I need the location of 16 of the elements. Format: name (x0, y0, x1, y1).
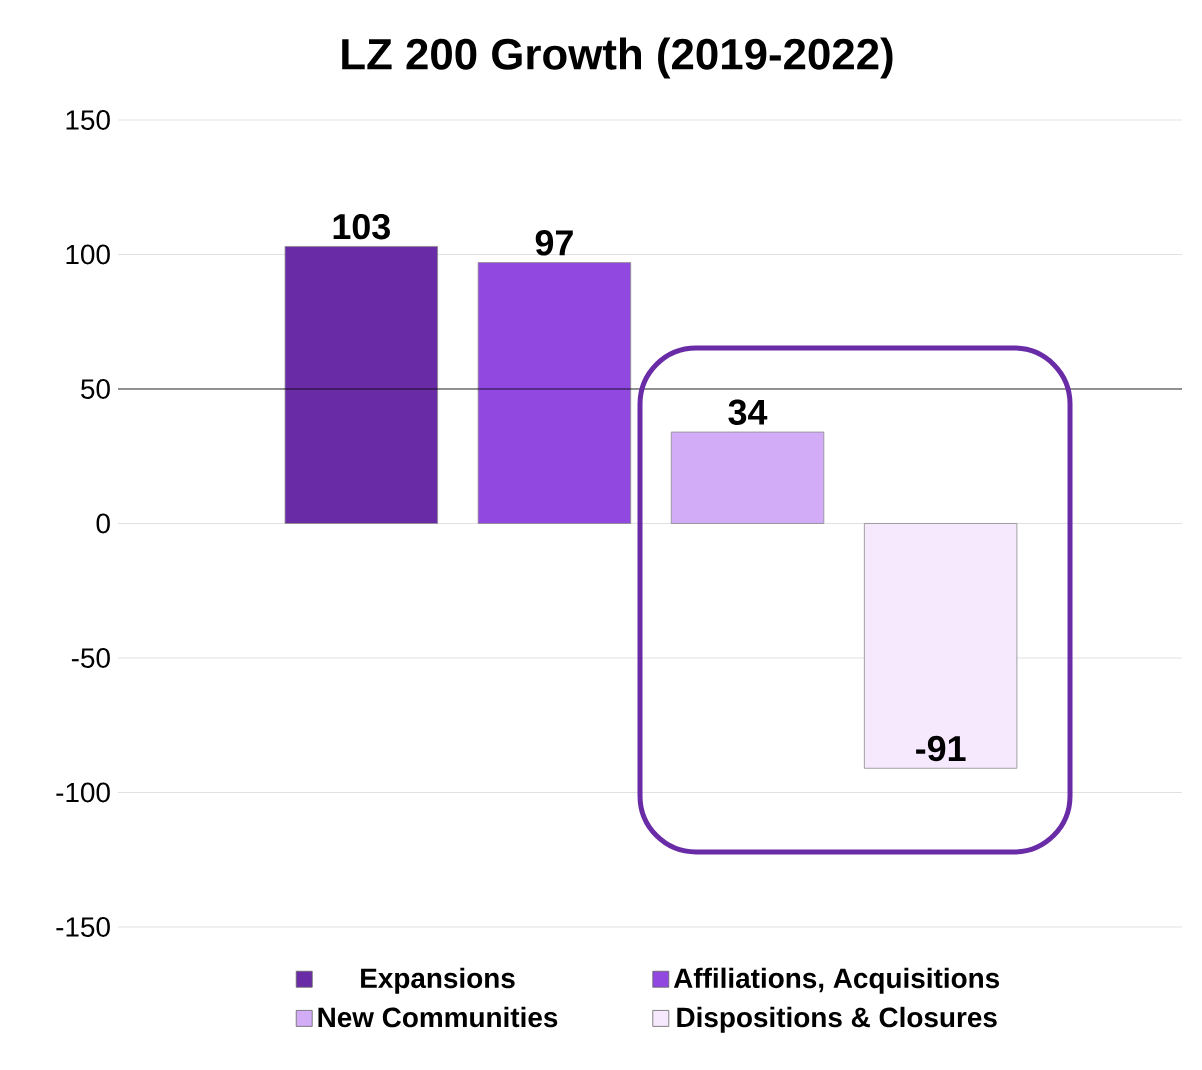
data-label: 34 (728, 399, 768, 425)
data-label: 103 (333, 213, 390, 240)
chart-title: LZ 200 Growth (2019-2022) (342, 37, 893, 79)
data-label: -91 (916, 735, 966, 762)
y-tick-label: 0 (96, 513, 110, 534)
y-tick-label: -150 (56, 917, 110, 937)
legend-label: New Communities (318, 1006, 558, 1028)
y-tick-label: -100 (56, 782, 110, 803)
legend-label: Expansions (361, 967, 515, 994)
y-tick-label: 150 (66, 110, 110, 130)
legend-label: Affiliations, Acquisitions (673, 967, 1000, 994)
data-label: 97 (535, 230, 573, 256)
y-tick-label: -50 (71, 648, 110, 668)
y-tick-label: 50 (81, 379, 110, 399)
legend-label: Dispositions & Closures (677, 1006, 997, 1033)
y-tick-label: 100 (66, 244, 110, 265)
